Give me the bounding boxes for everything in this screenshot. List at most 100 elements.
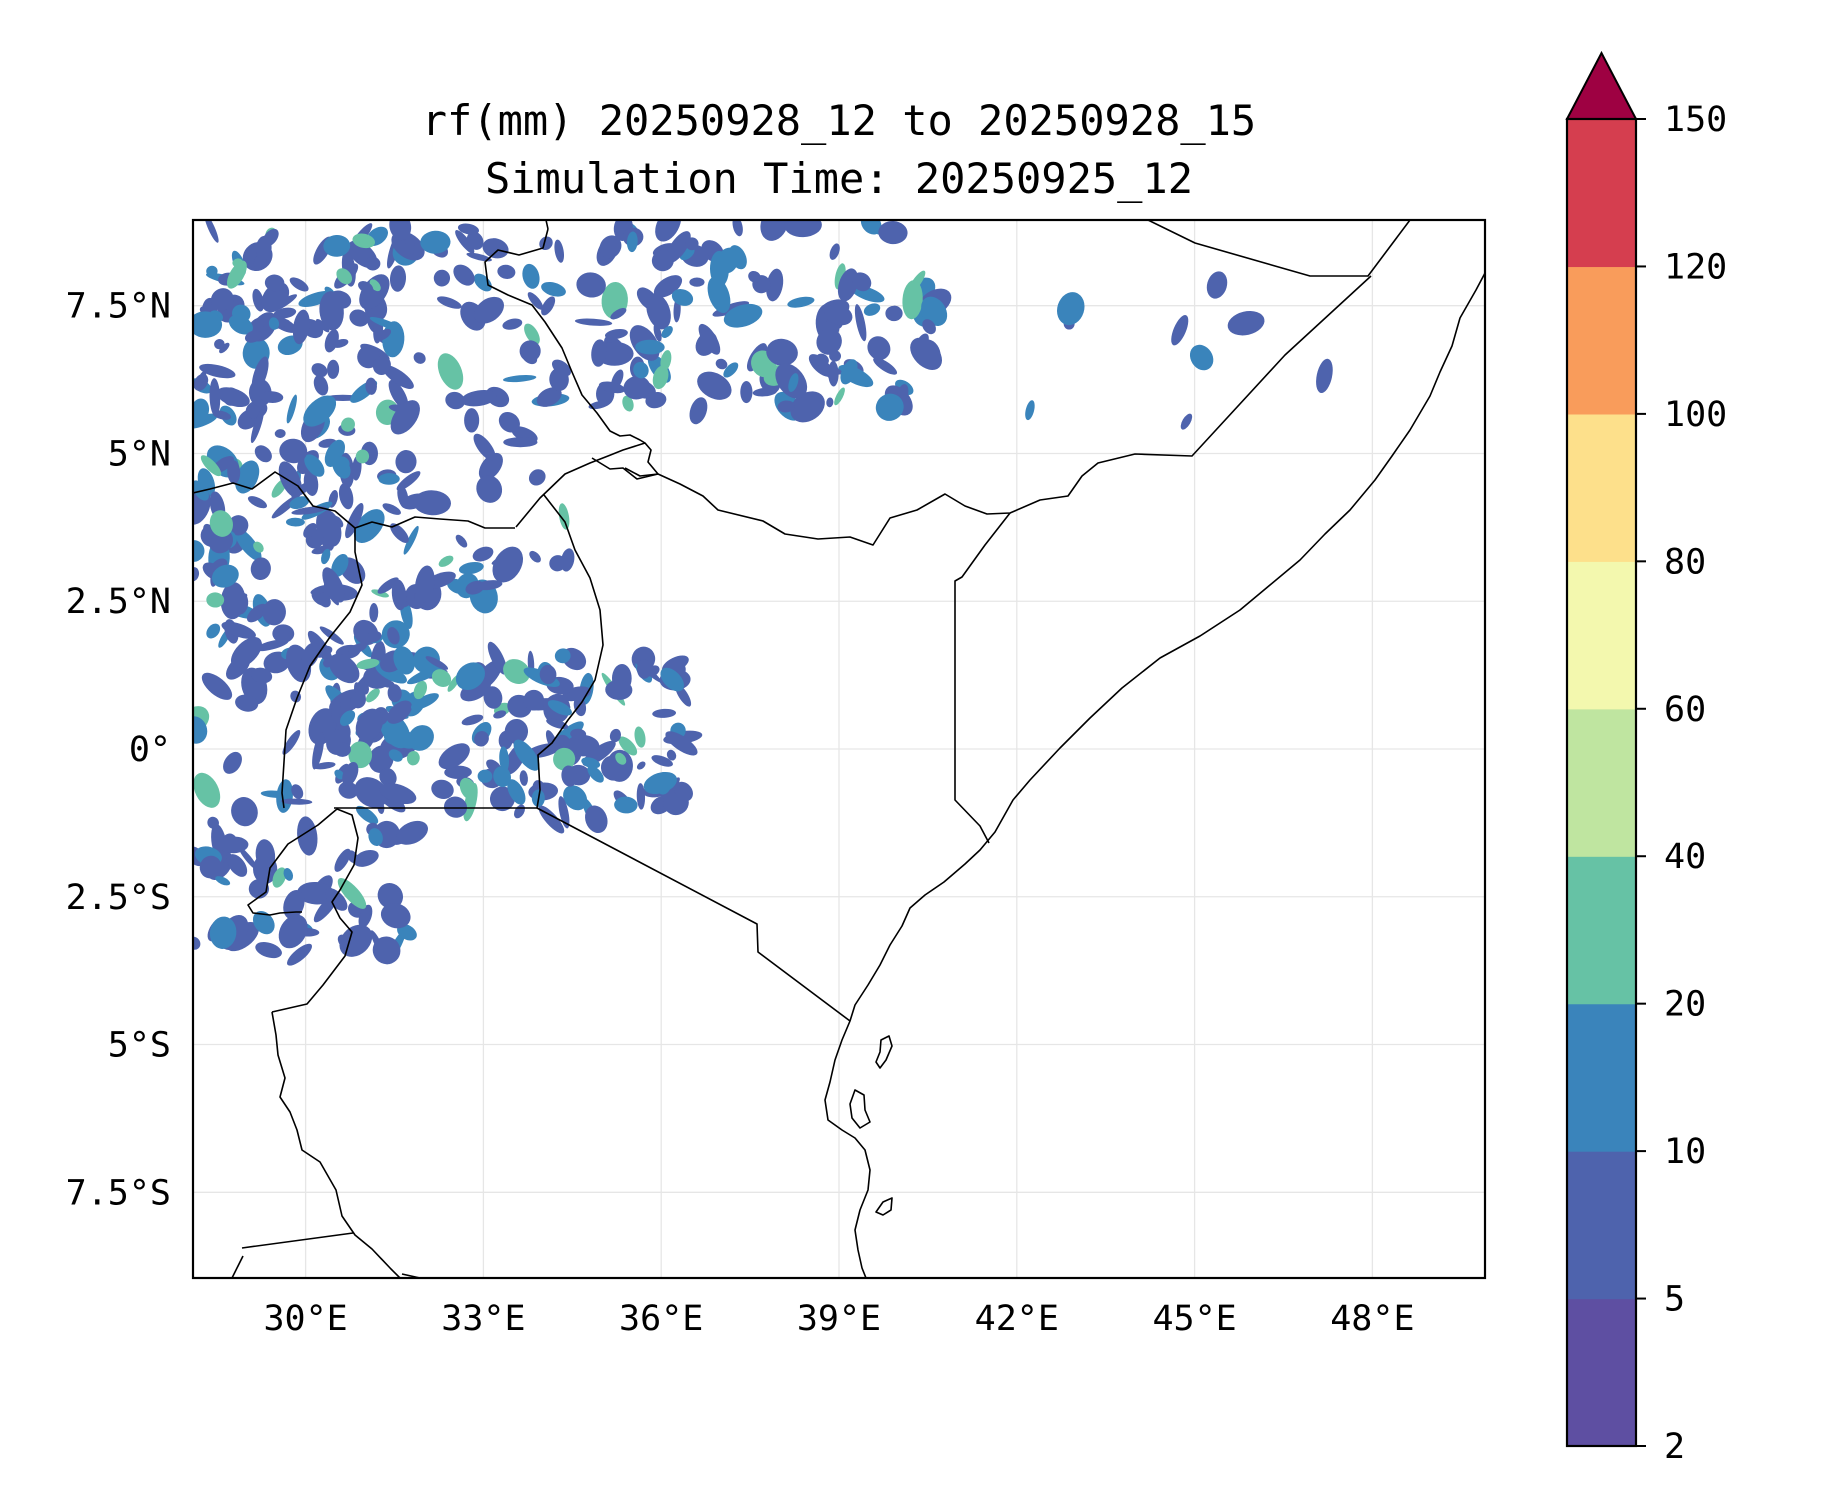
rain-cell	[666, 749, 677, 761]
rain-cell	[503, 659, 530, 684]
rain-cell	[867, 336, 891, 360]
rain-cell	[283, 868, 294, 881]
rain-cell	[921, 296, 948, 327]
rain-cell	[554, 239, 565, 263]
rain-cell	[292, 309, 310, 345]
rain-cell	[387, 684, 402, 703]
rain-cell	[355, 449, 370, 464]
ethiopia-somaliland-border	[591, 275, 1372, 546]
rain-cell	[337, 878, 367, 909]
rain-cell	[461, 714, 484, 726]
rain-cell	[1316, 358, 1333, 394]
rain-cell	[261, 282, 290, 313]
rain-cell	[902, 280, 923, 320]
rain-cell	[553, 747, 576, 771]
south-sudan-uganda-drc-border	[193, 471, 515, 529]
rain-cell	[522, 263, 540, 289]
rain-cell	[255, 839, 276, 871]
rain-cell	[382, 503, 401, 515]
rwanda-burundi-drc-border	[247, 808, 338, 916]
map-title-line-2: Simulation Time: 20250925_12	[485, 154, 1193, 203]
rain-cell	[331, 553, 349, 578]
rain-cell	[227, 460, 241, 484]
colorbar-tick-label: 5	[1664, 1280, 1685, 1320]
rain-cell	[732, 220, 743, 237]
rain-cell	[334, 742, 351, 757]
y-tick-label: 2.5°N	[66, 582, 171, 622]
rain-cell	[618, 736, 638, 756]
rain-cell	[410, 693, 439, 710]
rain-cell	[425, 656, 449, 670]
rain-cell	[221, 621, 256, 639]
rain-cell	[455, 662, 485, 691]
y-tick-label: 7.5°S	[66, 1173, 171, 1213]
rain-cell	[487, 641, 507, 675]
colorbar-tick-label: 150	[1664, 100, 1727, 140]
x-axis-ticks: 30°E 33°E 36°E 39°E 42°E 45°E 48°E	[263, 1299, 1414, 1339]
rain-cell	[383, 723, 417, 749]
rain-cell	[365, 256, 381, 271]
rainfall-field	[193, 220, 1333, 966]
rain-cell	[396, 820, 428, 845]
rain-cell	[646, 293, 671, 330]
rain-cell	[250, 408, 264, 444]
rain-cell	[519, 770, 528, 786]
rain-cell	[784, 220, 822, 238]
x-tick-label: 30°E	[263, 1299, 347, 1339]
rain-cell	[254, 445, 272, 463]
rain-cell	[338, 781, 359, 799]
rain-cell	[464, 408, 480, 433]
rain-cell	[348, 642, 367, 654]
rain-cell	[387, 627, 400, 645]
colorbar-segment	[1567, 1298, 1636, 1447]
rain-cell	[787, 296, 815, 308]
rain-cell	[689, 277, 705, 287]
uganda-drc-border	[281, 528, 363, 809]
rain-cell	[826, 397, 834, 408]
rain-cell	[230, 637, 262, 668]
rain-cell	[193, 398, 210, 424]
rain-cell	[311, 544, 334, 555]
rain-cell	[352, 233, 375, 249]
rain-cell	[536, 387, 562, 407]
rain-cell	[587, 765, 604, 783]
colorbar-tick-label: 100	[1664, 395, 1727, 435]
rain-cell	[365, 688, 380, 703]
rain-cell	[232, 304, 251, 323]
rain-cell	[380, 903, 411, 929]
rain-cell	[723, 362, 739, 378]
rain-cell	[253, 541, 264, 553]
rain-cell	[558, 503, 570, 530]
rain-cell	[193, 772, 221, 808]
rain-cell	[297, 816, 318, 856]
rain-cell	[752, 387, 777, 397]
rain-cell	[206, 592, 225, 608]
rain-cell	[489, 786, 515, 812]
colorbar-segment	[1567, 1003, 1636, 1152]
rain-cell	[312, 732, 325, 770]
rain-cell	[404, 235, 416, 255]
y-tick-label: 7.5°N	[66, 287, 171, 327]
rain-cell	[413, 680, 428, 700]
rain-cell	[303, 395, 337, 427]
rain-cell	[234, 528, 262, 561]
rain-cell	[350, 691, 366, 709]
rain-cell	[278, 461, 302, 498]
rain-cell	[353, 509, 385, 544]
rain-cell	[323, 234, 351, 257]
rain-cell	[503, 374, 537, 383]
rain-cell	[610, 307, 627, 320]
rain-cell	[420, 230, 451, 254]
rain-cell	[262, 599, 286, 626]
rain-cell	[407, 665, 444, 685]
rain-cell	[453, 264, 475, 286]
rain-cell	[652, 708, 677, 718]
rain-cell	[433, 269, 451, 287]
rain-cell	[297, 881, 335, 905]
rain-cell	[474, 731, 489, 747]
rain-cell	[707, 276, 731, 313]
rain-cell	[413, 352, 426, 364]
kenya-somalia-border	[954, 512, 1011, 844]
rain-cell	[623, 375, 651, 400]
